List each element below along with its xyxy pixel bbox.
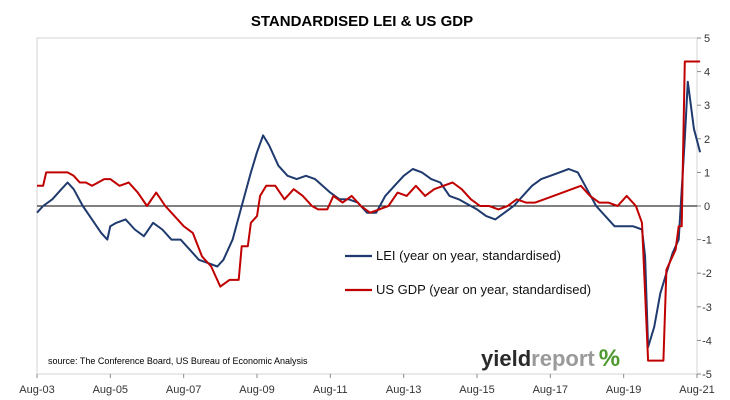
y-tick-label: -1 xyxy=(702,235,712,247)
series-line-gdp xyxy=(37,60,701,362)
y-tick-label: -3 xyxy=(702,302,712,314)
x-tick-label: Aug-07 xyxy=(166,384,201,396)
y-tick-label: -2 xyxy=(702,268,712,280)
x-tick-label: Aug-19 xyxy=(606,384,641,396)
x-tick-label: Aug-13 xyxy=(386,384,421,396)
svg-text:yieldreport%: yieldreport% xyxy=(481,345,620,372)
y-tick-label: -4 xyxy=(702,335,712,347)
brand-part-yield: yield xyxy=(481,346,531,371)
legend-label-lei: LEI (year on year, standardised) xyxy=(376,248,561,263)
y-axis: 5 4 3 2 1 0 -1 -2 -3 -4 -5 xyxy=(697,33,712,381)
x-tick-label: Aug-11 xyxy=(313,384,348,396)
x-tick-label: Aug-15 xyxy=(459,384,494,396)
brand-part-report: report xyxy=(531,346,595,371)
series-lines xyxy=(36,60,702,362)
y-tick-label: 5 xyxy=(704,33,710,45)
y-tick-label: 2 xyxy=(704,134,710,146)
legend-label-gdp: US GDP (year on year, standardised) xyxy=(376,282,591,297)
x-tick-label: Aug-05 xyxy=(93,384,128,396)
y-tick-label: -5 xyxy=(702,369,712,381)
y-tick-label: 0 xyxy=(704,201,710,213)
legend: LEI (year on year, standardised) US GDP … xyxy=(345,248,591,297)
y-tick-label: 4 xyxy=(704,67,710,79)
y-tick-label: 3 xyxy=(704,100,710,112)
x-axis: Aug-03 Aug-05 Aug-07 Aug-09 Aug-11 Aug-13 Aug-… xyxy=(19,374,715,396)
chart-title: STANDARDISED LEI & US GDP xyxy=(251,13,473,30)
brand-logo: yieldreport% xyxy=(481,345,620,372)
x-tick-label: Aug-17 xyxy=(533,384,568,396)
x-tick-label: Aug-09 xyxy=(239,384,274,396)
brand-percent-icon: % xyxy=(599,345,620,372)
source-note: source: The Conference Board, US Bureau … xyxy=(48,356,308,366)
y-tick-label: 1 xyxy=(704,167,710,179)
x-tick-label: Aug-21 xyxy=(679,384,714,396)
x-tick-label: Aug-03 xyxy=(19,384,54,396)
